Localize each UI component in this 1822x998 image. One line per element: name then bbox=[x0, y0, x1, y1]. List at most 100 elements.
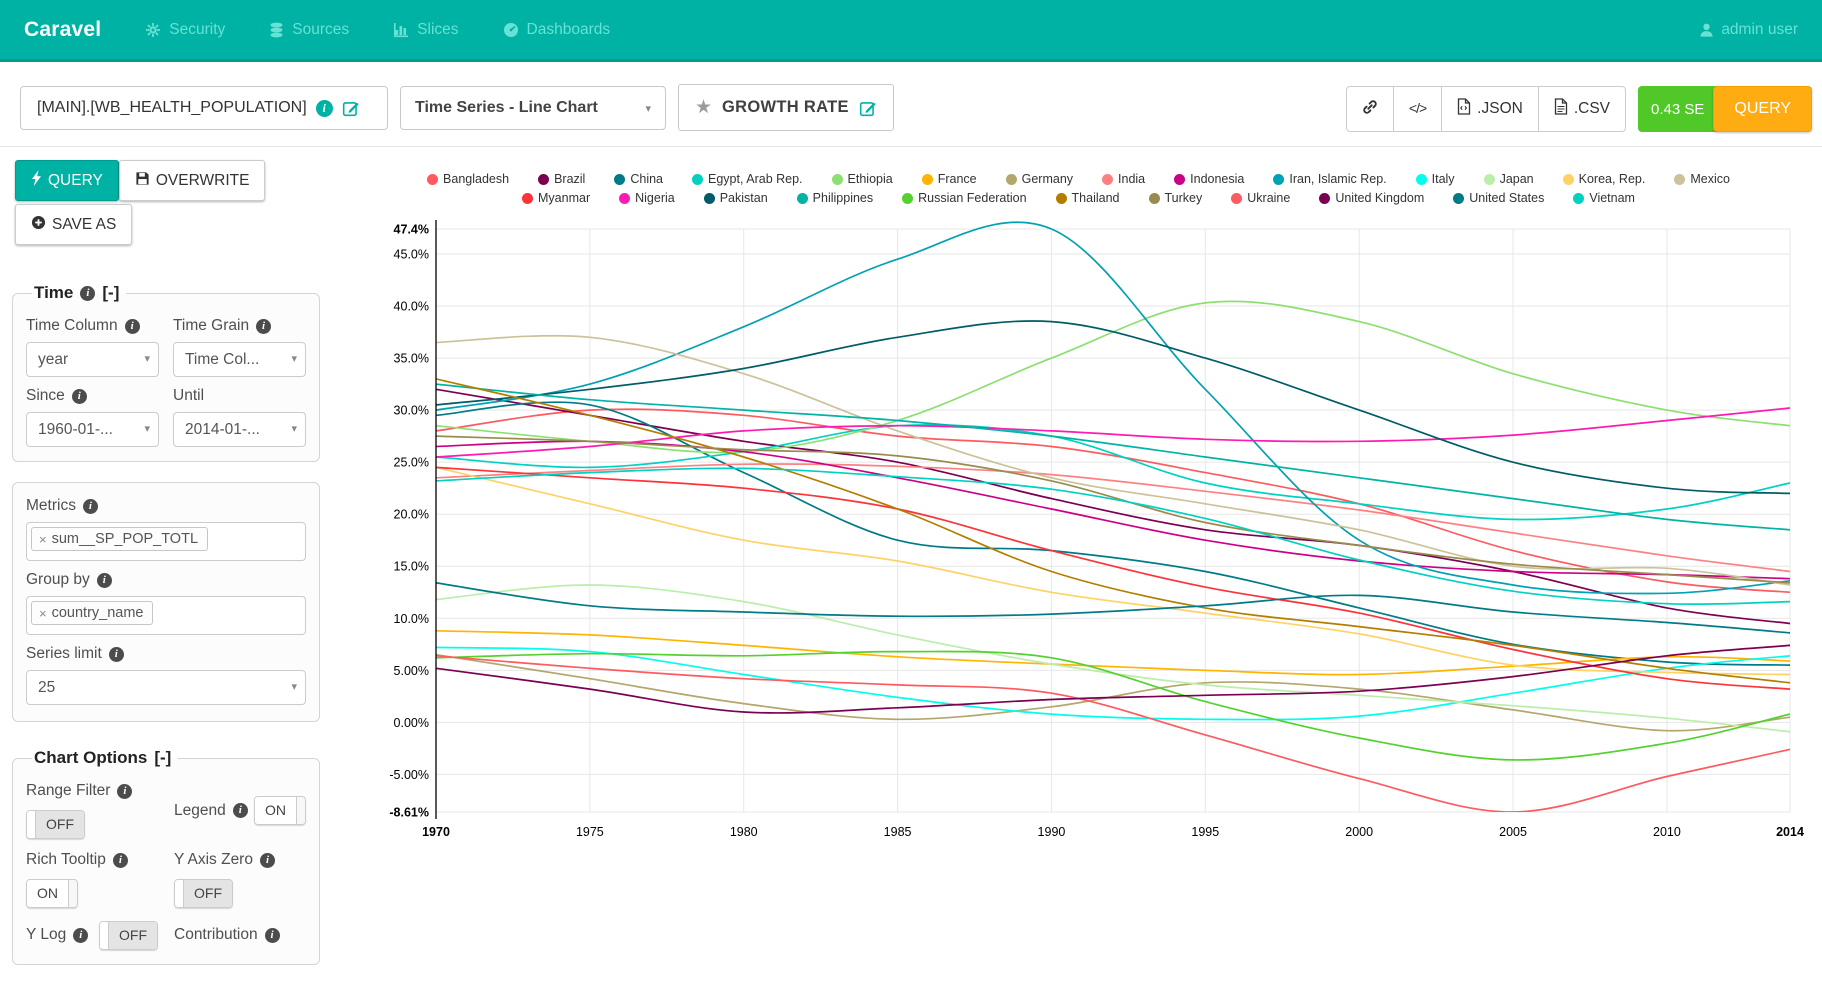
toggle-handle[interactable] bbox=[100, 921, 109, 949]
series-limit-value: 25 bbox=[38, 679, 56, 696]
nav-item-security[interactable]: Security bbox=[145, 21, 225, 39]
info-icon bbox=[232, 803, 248, 818]
remove-icon[interactable] bbox=[39, 606, 47, 621]
legend-item[interactable]: Mexico bbox=[1674, 172, 1730, 186]
series-line-brazil bbox=[436, 388, 1790, 625]
edit-icon[interactable] bbox=[342, 99, 360, 117]
toggle-handle[interactable] bbox=[27, 811, 36, 838]
option-label-text: Contribution bbox=[174, 926, 258, 943]
info-icon bbox=[259, 852, 275, 868]
legend-item[interactable]: United Kingdom bbox=[1319, 191, 1424, 205]
nav-item-sources[interactable]: Sources bbox=[269, 21, 349, 39]
short-url-button[interactable] bbox=[1345, 86, 1394, 132]
groupby-tag[interactable]: country_name bbox=[31, 601, 154, 625]
legend-item[interactable]: Vietnam bbox=[1573, 191, 1635, 205]
toggle-handle[interactable] bbox=[175, 880, 184, 907]
series-limit-label: Series limit bbox=[26, 645, 102, 662]
legend-item[interactable]: Bangladesh bbox=[427, 172, 509, 186]
option-label: Y Axis Zero bbox=[174, 851, 275, 869]
nav-item-slices[interactable]: Slices bbox=[393, 21, 459, 39]
legend-item[interactable]: Egypt, Arab Rep. bbox=[692, 172, 803, 186]
legend-label: Germany bbox=[1021, 172, 1074, 186]
chart-options-legend: Chart Options [-] bbox=[32, 748, 178, 768]
metric-tag[interactable]: sum__SP_POP_TOTL bbox=[31, 527, 209, 551]
slice-name: GROWTH RATE bbox=[722, 98, 849, 116]
legend-item[interactable]: Pakistan bbox=[703, 191, 768, 205]
legend-item[interactable]: France bbox=[921, 172, 977, 186]
time-column-select[interactable]: year bbox=[26, 342, 159, 377]
bolt-icon bbox=[31, 170, 42, 191]
legend-dot bbox=[1674, 173, 1686, 185]
since-select[interactable]: 1960-01-... bbox=[26, 412, 159, 447]
save-as-button[interactable]: SAVE AS bbox=[15, 204, 133, 245]
legend-item[interactable]: Nigeria bbox=[619, 191, 675, 205]
legend-item[interactable]: Thailand bbox=[1055, 191, 1120, 205]
file-code-icon bbox=[1457, 98, 1471, 120]
remove-icon[interactable] bbox=[39, 532, 47, 547]
favorite-star-icon[interactable] bbox=[695, 96, 712, 119]
collapse-toggle[interactable]: [-] bbox=[154, 748, 172, 767]
brand-logo[interactable]: Caravel bbox=[24, 17, 102, 41]
legend-item[interactable]: United States bbox=[1453, 191, 1544, 205]
collapse-toggle[interactable]: [-] bbox=[102, 283, 120, 302]
toggle-legend[interactable]: ON bbox=[254, 796, 306, 825]
chevron-down-icon bbox=[291, 343, 297, 376]
run-query-button[interactable]: QUERY bbox=[1713, 86, 1812, 132]
view-query-button[interactable] bbox=[1392, 86, 1443, 132]
legend-item[interactable]: Philippines bbox=[796, 191, 873, 205]
toggle-handle[interactable] bbox=[296, 797, 305, 824]
edit-slice-icon[interactable] bbox=[859, 99, 877, 117]
toolbar: [MAIN].[WB_HEALTH_POPULATION] Time Serie… bbox=[0, 62, 1822, 147]
legend-item[interactable]: Germany bbox=[1005, 172, 1074, 186]
legend-item[interactable]: Myanmar bbox=[522, 191, 590, 205]
legend-item[interactable]: Italy bbox=[1415, 172, 1455, 186]
legend-item[interactable]: Korea, Rep. bbox=[1562, 172, 1645, 186]
legend-item[interactable]: Turkey bbox=[1148, 191, 1202, 205]
legend-item[interactable]: Japan bbox=[1483, 172, 1534, 186]
toggle-y-axis-zero[interactable]: OFF bbox=[174, 879, 233, 908]
nav-item-dashboards[interactable]: Dashboards bbox=[503, 21, 610, 39]
query-button[interactable]: QUERY bbox=[15, 160, 119, 201]
legend-item[interactable]: Ethiopia bbox=[831, 172, 893, 186]
y-axis-tick: 10.0% bbox=[394, 612, 429, 626]
legend-item[interactable]: China bbox=[614, 172, 663, 186]
info-icon bbox=[80, 285, 96, 301]
info-icon bbox=[71, 388, 87, 404]
legend-item[interactable]: Brazil bbox=[538, 172, 585, 186]
toggle-range-filter[interactable]: OFF bbox=[26, 810, 85, 839]
toggle-rich-tooltip[interactable]: ON bbox=[26, 879, 78, 908]
legend-dot bbox=[427, 173, 439, 185]
legend-item[interactable]: Indonesia bbox=[1174, 172, 1244, 186]
legend-label: Italy bbox=[1431, 172, 1455, 186]
time-grain-select[interactable]: Time Col... bbox=[173, 342, 306, 377]
until-select[interactable]: 2014-01-... bbox=[173, 412, 306, 447]
time-grain-value: Time Col... bbox=[185, 351, 260, 368]
user-menu[interactable]: admin user bbox=[1699, 21, 1798, 39]
series-line-philippines bbox=[436, 383, 1790, 531]
export-json-button[interactable]: .JSON bbox=[1441, 86, 1539, 132]
option-legend: Legend ON bbox=[174, 782, 306, 839]
groupby-input[interactable]: country_name bbox=[26, 596, 306, 635]
overwrite-button[interactable]: OVERWRITE bbox=[118, 160, 266, 201]
datasource-control[interactable]: [MAIN].[WB_HEALTH_POPULATION] bbox=[20, 86, 388, 130]
viz-type-select[interactable]: Time Series - Line Chart bbox=[400, 86, 666, 130]
time-section: Time [-] Time Column year Time Grain bbox=[12, 283, 320, 462]
legend-item[interactable]: Ukraine bbox=[1231, 191, 1290, 205]
legend-dot bbox=[1102, 173, 1114, 185]
toggle-handle[interactable] bbox=[68, 880, 77, 907]
legend-label: Japan bbox=[1499, 172, 1534, 186]
info-icon bbox=[108, 646, 124, 662]
chart-panel: Bangladesh Brazil China Egypt, Arab Rep. Eth… bbox=[335, 150, 1822, 872]
series-limit-label-row: Series limit bbox=[26, 645, 306, 663]
legend-item[interactable]: Russian Federation bbox=[902, 191, 1027, 205]
time-column-label: Time Column bbox=[26, 317, 118, 334]
export-csv-button[interactable]: .CSV bbox=[1537, 86, 1627, 132]
series-line-japan bbox=[436, 584, 1790, 733]
metrics-input[interactable]: sum__SP_POP_TOTL bbox=[26, 522, 306, 561]
series-limit-select[interactable]: 25 bbox=[26, 670, 306, 705]
legend-item[interactable]: Iran, Islamic Rep. bbox=[1273, 172, 1387, 186]
legend-item[interactable]: India bbox=[1102, 172, 1145, 186]
line-chart[interactable]: 47.4% 45.0% 40.0% 35.0% 30.0% 25.0% 20.0% 15.0%… bbox=[335, 207, 1822, 872]
toggle-y-log[interactable]: OFF bbox=[99, 920, 158, 950]
x-axis-tick: 1970 bbox=[422, 825, 450, 839]
